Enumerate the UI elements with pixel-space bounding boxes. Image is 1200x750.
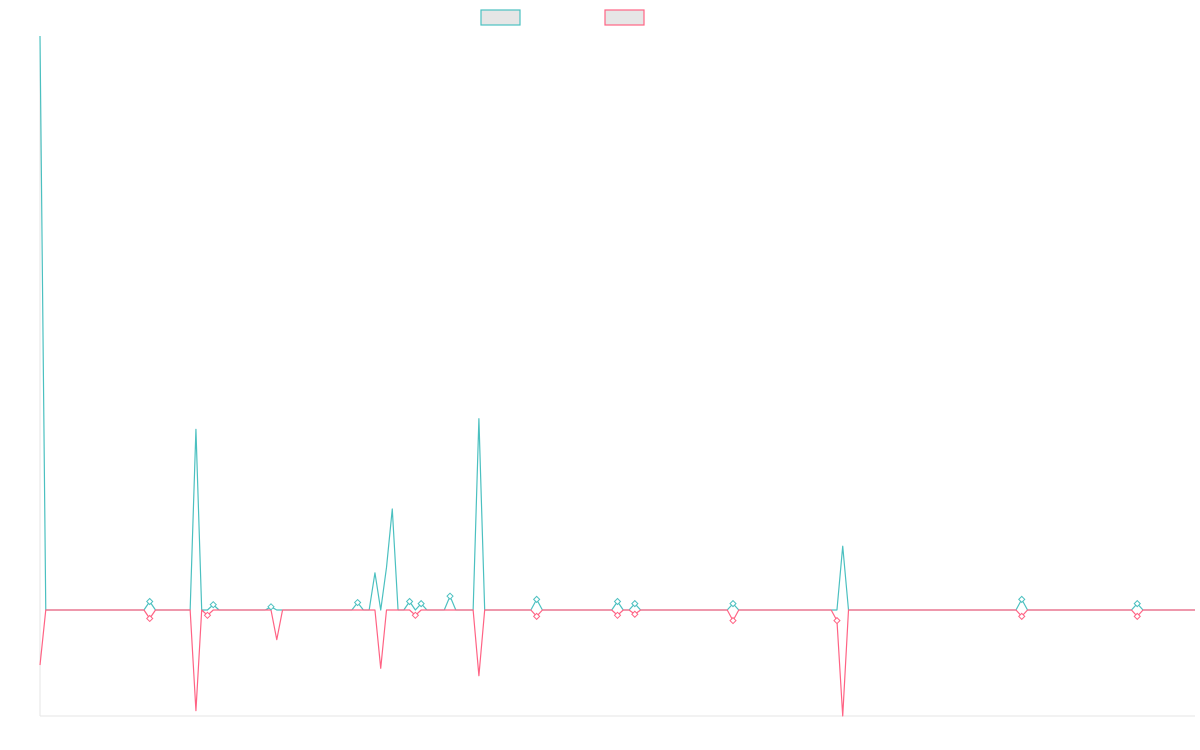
data-point-series-1[interactable] (729, 599, 737, 608)
data-point-series-2[interactable] (613, 611, 622, 620)
data-point-series-1[interactable] (267, 603, 275, 611)
data-point-series-2[interactable] (631, 610, 639, 618)
data-point-series-1[interactable] (405, 597, 414, 606)
data-point-series-1[interactable] (532, 595, 541, 604)
data-point-series-1[interactable] (353, 598, 362, 607)
data-point-series-2[interactable] (1133, 612, 1141, 621)
data-point-series-2[interactable] (411, 611, 420, 620)
series-line-1 (39, 35, 1195, 611)
data-point-series-1[interactable] (146, 597, 154, 606)
series-line-2 (39, 609, 1195, 717)
data-point-series-2[interactable] (729, 616, 737, 625)
data-point-series-2[interactable] (203, 611, 212, 620)
legend-swatch-series-2[interactable] (604, 9, 645, 26)
data-point-series-1[interactable] (446, 592, 454, 600)
data-point-series-2[interactable] (1018, 612, 1026, 621)
data-point-series-1[interactable] (1018, 595, 1026, 604)
legend (480, 9, 645, 26)
axes (39, 36, 1195, 717)
data-point-series-2[interactable] (146, 614, 154, 623)
data-point-series-1[interactable] (613, 597, 622, 606)
data-point-series-1[interactable] (631, 599, 639, 608)
markers-group (146, 592, 1141, 625)
data-point-series-2[interactable] (833, 616, 841, 625)
data-point-series-1[interactable] (417, 599, 425, 608)
data-point-series-1[interactable] (209, 600, 217, 609)
legend-swatch-series-1[interactable] (480, 9, 521, 26)
data-point-series-1[interactable] (1133, 599, 1141, 608)
data-point-series-2[interactable] (532, 612, 541, 621)
